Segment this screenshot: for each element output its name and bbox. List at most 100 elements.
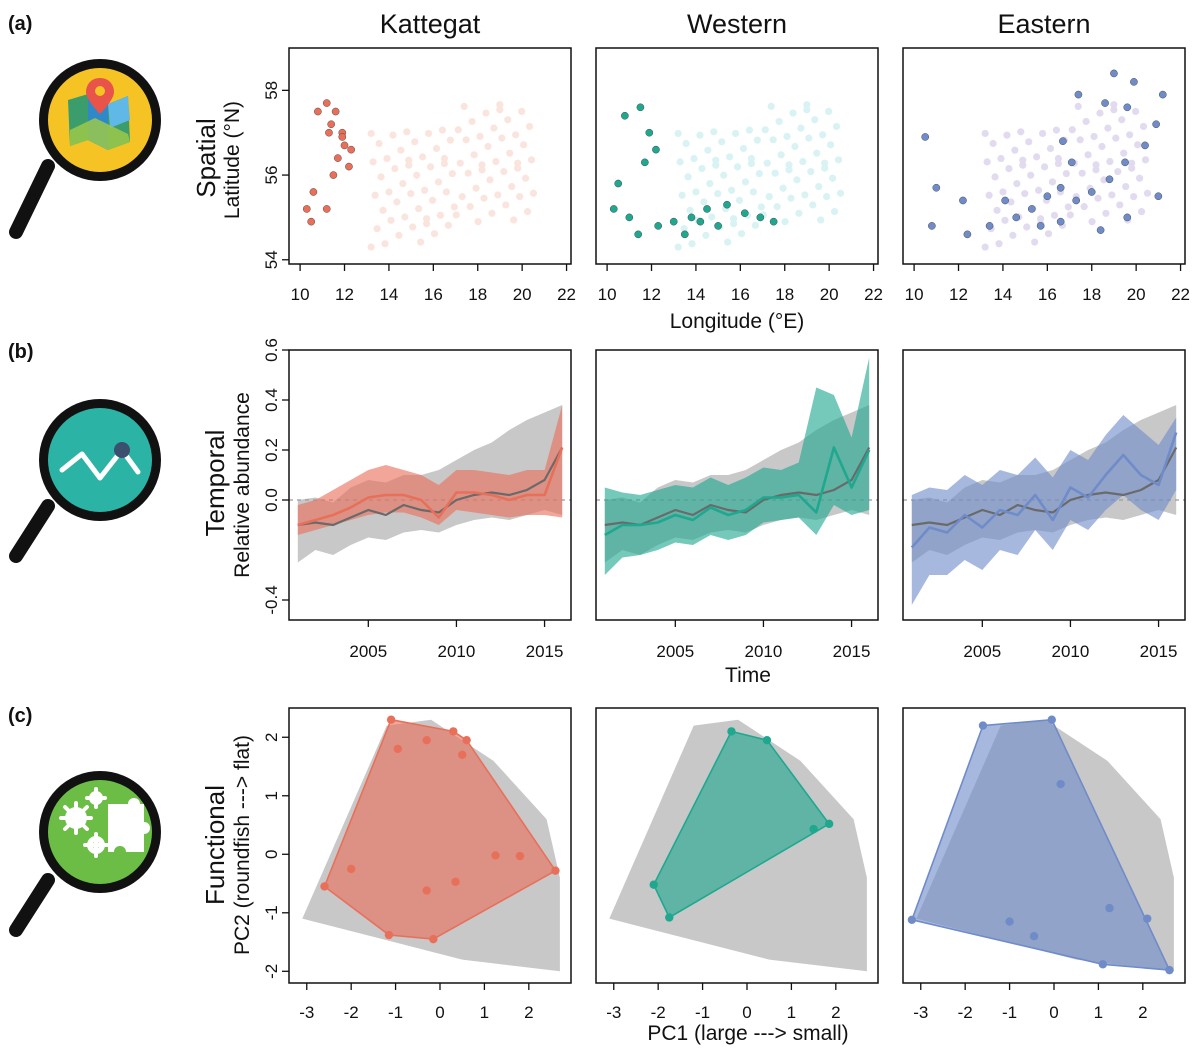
survey-haul: [830, 208, 839, 216]
survey-haul: [710, 128, 718, 136]
survey-haul: [983, 158, 991, 166]
spatial-point-eastern: [1001, 196, 1009, 205]
ci-band-eastern: [911, 415, 1177, 605]
functional-point-kattegat: [462, 735, 471, 745]
spatial-point-western: [740, 209, 749, 217]
survey-haul: [369, 158, 377, 166]
functional-point-eastern: [1098, 960, 1108, 969]
spatial-point-western: [669, 217, 678, 226]
survey-haul: [1139, 122, 1148, 131]
survey-haul: [793, 176, 801, 184]
y-tick-label-spatial: 56: [262, 166, 281, 185]
spatial-point-eastern: [1121, 158, 1129, 167]
survey-haul: [1143, 189, 1152, 197]
survey-haul: [1122, 182, 1130, 191]
spatial-point-western: [769, 217, 778, 226]
survey-haul: [518, 107, 526, 116]
spatial-point-eastern: [932, 183, 941, 192]
survey-haul: [674, 243, 682, 251]
x-axis-title-functional: PC1 (large ---> small): [647, 1022, 848, 1045]
survey-haul: [389, 131, 397, 139]
survey-haul: [502, 201, 510, 209]
survey-haul: [785, 166, 793, 174]
survey-haul: [813, 149, 821, 157]
spatial-point-kattegat: [347, 145, 355, 154]
survey-haul: [1035, 186, 1043, 194]
survey-haul: [417, 238, 425, 246]
spatial-point-eastern: [1074, 90, 1083, 99]
spatial-point-kattegat: [302, 205, 311, 213]
functional-point-kattegat: [393, 744, 403, 754]
spatial-point-western: [614, 179, 623, 188]
functional-hull-western: [652, 730, 831, 919]
column-title-kattegat: Kattegat: [380, 9, 481, 39]
survey-haul: [492, 157, 500, 166]
functional-point-eastern: [1143, 914, 1152, 923]
survey-haul: [421, 186, 429, 194]
survey-haul: [440, 159, 449, 168]
survey-haul: [1130, 192, 1138, 201]
functional-point-eastern: [1165, 965, 1174, 975]
spatial-point-kattegat: [331, 107, 340, 116]
survey-haul: [1110, 101, 1118, 109]
survey-haul: [995, 240, 1003, 248]
functional-point-eastern: [1047, 715, 1056, 724]
row-title-spatial: Spatial: [191, 118, 221, 198]
survey-haul: [529, 189, 538, 197]
x-tick-label-functional: -3: [913, 1003, 928, 1022]
spatial-point-eastern: [1067, 158, 1076, 167]
survey-haul: [832, 122, 841, 131]
mean-line-western: [604, 446, 871, 537]
x-tick-label-spatial: 16: [424, 285, 443, 304]
survey-haul: [1126, 131, 1134, 139]
survey-haul: [704, 146, 712, 154]
spatial-point-eastern: [1101, 99, 1109, 107]
y-tick-label-temporal: 0.6: [262, 338, 281, 362]
x-tick-label-temporal: 2005: [656, 642, 694, 661]
survey-haul: [737, 230, 746, 238]
survey-haul: [1128, 159, 1136, 167]
survey-haul: [490, 124, 498, 132]
panel-letter-a: (a): [8, 13, 32, 35]
survey-haul: [1046, 144, 1055, 153]
survey-haul: [747, 159, 756, 168]
survey-haul: [462, 136, 470, 144]
survey-haul: [712, 161, 720, 169]
survey-haul: [496, 106, 504, 114]
survey-haul: [826, 141, 835, 149]
survey-haul: [757, 203, 765, 211]
spatial-point-kattegat: [329, 171, 338, 179]
x-tick-label-functional: -1: [1002, 1003, 1017, 1022]
spatial-point-eastern: [959, 196, 967, 205]
survey-haul: [448, 169, 456, 178]
survey-haul: [718, 138, 726, 146]
survey-haul: [753, 136, 761, 144]
survey-haul: [981, 243, 989, 251]
survey-haul: [1106, 157, 1114, 166]
survey-haul: [828, 174, 837, 182]
x-tick-label-spatial: 14: [993, 285, 1012, 304]
survey-haul: [391, 164, 399, 173]
x-tick-label-spatial: 22: [1171, 285, 1190, 304]
survey-haul: [1052, 126, 1061, 134]
survey-haul: [405, 156, 413, 164]
x-tick-label-spatial: 20: [513, 285, 532, 304]
survey-haul: [1141, 156, 1150, 164]
spatial-point-eastern: [1027, 205, 1036, 213]
spatial-panel-western: [595, 47, 879, 265]
survey-haul: [444, 221, 452, 229]
functional-point-kattegat: [457, 750, 467, 760]
spatial-point-kattegat: [338, 133, 347, 141]
survey-haul: [409, 223, 417, 231]
spatial-point-eastern: [921, 133, 930, 141]
survey-haul: [712, 156, 720, 164]
survey-haul: [397, 146, 405, 154]
map-magnifier-icon: [9, 59, 161, 239]
survey-haul: [494, 191, 502, 199]
spatial-point-eastern: [1096, 226, 1105, 234]
survey-haul: [692, 188, 700, 196]
survey-haul: [729, 220, 738, 228]
y-axis-title-temporal: Relative abundance: [231, 392, 254, 578]
survey-haul: [1062, 169, 1070, 178]
survey-haul: [504, 116, 512, 124]
